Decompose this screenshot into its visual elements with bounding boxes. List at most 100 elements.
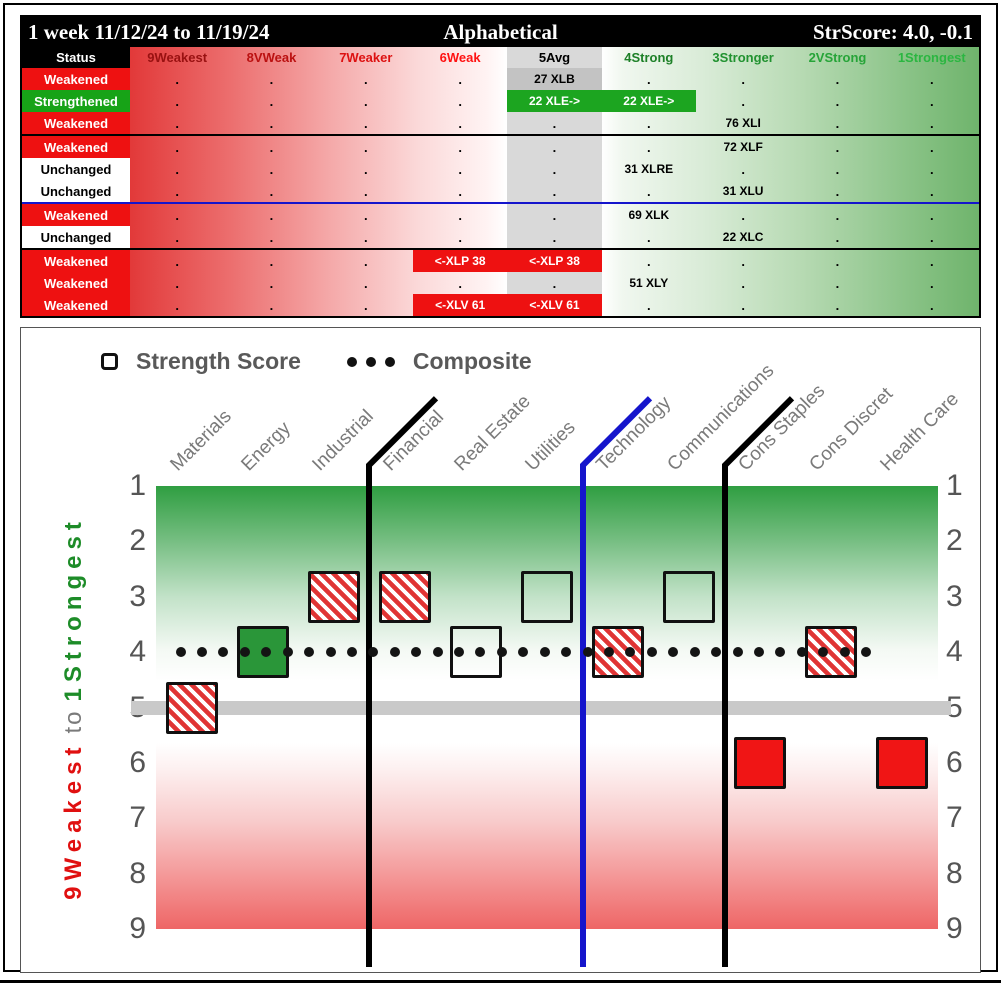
table-cell: . [507, 112, 602, 134]
table-cell: . [269, 297, 274, 313]
status-cell: Weakened [22, 68, 130, 90]
table-cell: 31 XLU [722, 184, 764, 198]
table-cell: <-XLV 61 [412, 294, 508, 316]
strength-score-marker-icon [101, 353, 118, 370]
table-cell: . [364, 229, 368, 245]
table-cell: 22 XLE-> [507, 90, 602, 112]
y-tick-4: 4 [129, 635, 146, 669]
table-row: Weakened... <-XLV 61 <-XLV 61.... [22, 294, 979, 316]
table-cell: . [929, 275, 934, 291]
table-cell: . [929, 139, 934, 155]
composite-dot [346, 647, 357, 658]
table-row: Unchanged...... 22 XLC.. [22, 226, 979, 248]
composite-dot [646, 647, 657, 658]
status-cell: Unchanged [22, 226, 130, 248]
table-cell: . [269, 115, 274, 131]
composite-dot [689, 647, 700, 658]
category-label-materials: Materials [165, 405, 236, 476]
composite-dot [539, 647, 550, 658]
strength-marker-cons-staples [734, 736, 787, 789]
column-header-2vstrong: 2VStrong [808, 50, 867, 65]
strength-marker-health-care [876, 736, 929, 789]
y-tick-3: 3 [946, 579, 963, 613]
table-cell: . [364, 183, 368, 199]
table-title-bar: 1 week 11/12/24 to 11/19/24 Alphabetical… [22, 17, 979, 47]
table-cell: . [741, 207, 745, 223]
composite-dot [625, 647, 636, 658]
composite-dot [711, 647, 722, 658]
strength-marker-technology [592, 626, 645, 679]
table-cell: . [458, 115, 462, 131]
strength-marker-communications [663, 570, 716, 623]
table-cell: . [646, 71, 651, 87]
row-cells: ...... 22 XLC.. [130, 226, 979, 248]
table-cell: . [364, 93, 368, 109]
table-cell: . [929, 297, 934, 313]
table-cell: . [507, 180, 602, 202]
report-frame: 1 week 11/12/24 to 11/19/24 Alphabetical… [3, 3, 998, 973]
strength-table-panel: 1 week 11/12/24 to 11/19/24 Alphabetical… [20, 15, 981, 318]
row-cells: ... <-XLP 38 <-XLP 38.... [130, 250, 979, 272]
table-cell: . [269, 71, 274, 87]
table-cell: . [458, 71, 462, 87]
legend-strength-label: Strength Score [136, 348, 301, 374]
average-band [131, 700, 951, 715]
table-cell: 27 XLB [507, 68, 602, 90]
table-cell: . [835, 139, 840, 155]
y-tick-8: 8 [129, 856, 146, 890]
strength-marker-industrial [307, 570, 360, 623]
table-cell: . [646, 183, 651, 199]
table-cell: . [364, 115, 368, 131]
table-row: Weakened...... 72 XLF.. [22, 136, 979, 158]
column-header-3stronger: 3Stronger [712, 50, 774, 65]
table-row: Weakened.... 27 XLB.... [22, 68, 979, 90]
table-cell: . [741, 71, 745, 87]
table-cell: . [269, 207, 274, 223]
divider-line [579, 464, 586, 967]
table-cell: . [929, 71, 934, 87]
table-cell: 51 XLY [629, 276, 669, 290]
composite-dot [282, 647, 293, 658]
composite-dot [175, 647, 186, 658]
table-cell: 22 XLC [722, 230, 764, 244]
table-cell: . [835, 115, 840, 131]
table-cell: . [646, 229, 651, 245]
column-header-8vweak: 8VWeak [246, 50, 297, 65]
table-cell: . [458, 229, 462, 245]
table-cell: . [929, 183, 934, 199]
table-cell: . [364, 207, 368, 223]
y-tick-2: 2 [129, 524, 146, 558]
composite-dot [603, 647, 614, 658]
table-cell: . [835, 275, 840, 291]
composite-dotted-line [175, 647, 872, 658]
table-cell: <-XLP 38 [507, 250, 602, 272]
table-cell: . [507, 136, 602, 158]
table-cell: . [269, 139, 274, 155]
composite-dot [668, 647, 679, 658]
group-separator [22, 134, 979, 136]
composite-dot [475, 647, 486, 658]
row-cells: ..... 69 XLK... [130, 204, 979, 226]
y-axis-strongest-label: 1Strongest [60, 515, 87, 702]
composite-dot [839, 647, 850, 658]
composite-dot [304, 647, 315, 658]
composite-dot [496, 647, 507, 658]
table-cell: . [929, 93, 934, 109]
y-tick-8: 8 [946, 856, 963, 890]
column-header-7weaker: 7Weaker [339, 50, 393, 65]
chart-legend: Strength Score Composite [101, 348, 532, 375]
y-axis-to-label: to [60, 709, 87, 734]
y-axis-title: 9Weakest to 1Strongest [51, 486, 97, 929]
y-axis-weakest-label: 9Weakest [60, 741, 87, 900]
row-cells: .... 27 XLB.... [130, 68, 979, 90]
table-cell: . [741, 253, 745, 269]
table-cell: . [929, 229, 934, 245]
status-cell: Weakened [22, 112, 130, 134]
table-body: Weakened.... 27 XLB.... Strengthened.... 22… [22, 68, 979, 316]
table-cell: . [835, 161, 840, 177]
table-cell: . [741, 297, 745, 313]
status-cell: Strengthened [22, 90, 130, 112]
table-cell: . [507, 158, 602, 180]
table-cell: . [458, 207, 462, 223]
